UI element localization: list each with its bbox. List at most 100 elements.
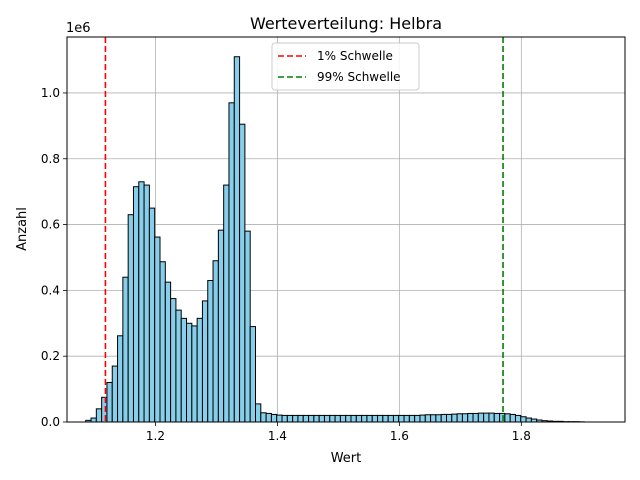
- histogram-bar: [191, 325, 198, 423]
- chart-title: Werteverteilung: Helbra: [250, 14, 442, 33]
- y-axis: 0.0 0.2 0.4 0.6 0.8 1.0: [41, 86, 67, 429]
- x-tick-label: 1.6: [390, 429, 409, 443]
- y-tick-label: 0.8: [41, 152, 60, 166]
- histogram-bar: [308, 414, 315, 423]
- histogram-bar: [117, 335, 124, 423]
- histogram-bar: [111, 365, 119, 423]
- histogram-bar: [318, 414, 325, 423]
- histogram-bar: [504, 413, 511, 423]
- histogram-bar: [244, 230, 251, 423]
- histogram-bar: [451, 413, 458, 423]
- histogram-bar: [408, 414, 416, 423]
- histogram-bar: [493, 412, 501, 423]
- histogram-bar: [127, 214, 134, 423]
- histogram-bar: [323, 414, 331, 423]
- x-axis-label: Wert: [331, 451, 362, 466]
- histogram-bar: [170, 298, 177, 423]
- histogram-bar: [514, 414, 522, 423]
- histogram-bar: [143, 184, 150, 423]
- legend-label: 99% Schwelle: [317, 70, 401, 84]
- histogram-bar: [483, 412, 490, 423]
- histogram-bar: [525, 417, 532, 423]
- histogram-bar: [286, 414, 294, 423]
- histogram-bar: [456, 413, 463, 423]
- histogram-bar: [398, 414, 405, 423]
- histogram-bar: [461, 413, 469, 423]
- histogram-bar: [212, 260, 219, 423]
- histogram-bar: [265, 412, 272, 423]
- x-tick-label: 1.2: [146, 429, 165, 443]
- histogram-bar: [276, 414, 283, 423]
- histogram-bar: [382, 414, 389, 423]
- histogram-bar: [403, 414, 410, 423]
- legend-label: 1% Schwelle: [317, 49, 393, 63]
- threshold-layer: [104, 37, 504, 422]
- histogram-bar: [440, 413, 448, 423]
- histogram-bar: [334, 414, 341, 423]
- histogram-bar: [159, 261, 166, 423]
- histogram-bar: [217, 229, 225, 423]
- histogram-bar: [424, 414, 432, 423]
- histogram-bar: [270, 413, 278, 423]
- bars-layer: [85, 56, 585, 423]
- histogram-bar: [419, 414, 426, 423]
- plot-frame: [66, 36, 626, 423]
- histogram-bar: [196, 317, 203, 423]
- histogram-bar: [297, 414, 304, 423]
- histogram-bar: [361, 414, 368, 423]
- histogram-bar: [472, 412, 479, 423]
- histogram-bar: [180, 317, 188, 423]
- histogram-bar: [292, 414, 299, 423]
- histogram-bar: [164, 281, 172, 423]
- histogram-bar: [313, 414, 320, 423]
- histogram-bar: [414, 414, 421, 423]
- y-tick-label: 1.0: [41, 86, 60, 100]
- histogram-bar: [201, 300, 209, 423]
- histogram-bar: [488, 412, 495, 423]
- histogram-bar: [148, 207, 156, 423]
- histogram-bar: [355, 414, 363, 423]
- histogram-bar: [223, 184, 230, 423]
- histogram-bar: [249, 326, 257, 423]
- histogram-bar: [350, 414, 357, 423]
- histogram-bar: [392, 414, 400, 423]
- histogram-bar: [138, 181, 145, 423]
- histogram-bar: [281, 414, 288, 423]
- histogram-bar: [207, 280, 214, 423]
- histogram-bar: [228, 102, 235, 423]
- x-tick-label: 1.4: [268, 429, 287, 443]
- histogram-bar: [186, 322, 193, 423]
- histogram-bar: [446, 413, 453, 423]
- histogram-bar: [435, 414, 442, 423]
- histogram-bar: [509, 413, 516, 423]
- histogram-bar: [477, 412, 485, 423]
- histogram-bar: [132, 186, 140, 423]
- x-tick-label: 1.8: [512, 429, 531, 443]
- y-axis-label: Anzahl: [15, 207, 30, 251]
- histogram-bar: [233, 56, 241, 423]
- histogram-bar: [339, 414, 347, 423]
- histogram-bar: [175, 309, 182, 423]
- histogram-bar: [239, 123, 246, 423]
- histogram-bar: [467, 412, 474, 423]
- histogram-bar: [520, 416, 527, 423]
- histogram-bar: [90, 417, 97, 423]
- histogram-bar: [154, 236, 161, 423]
- histogram-bar: [499, 412, 506, 423]
- histogram-bar: [329, 414, 336, 423]
- histogram-bar: [95, 408, 103, 423]
- histogram-bar: [371, 414, 379, 423]
- y-scale-label: 1e6: [66, 21, 91, 36]
- histogram-bar: [345, 414, 352, 423]
- histogram-bar: [260, 412, 267, 423]
- y-tick-label: 0.0: [41, 415, 60, 429]
- histogram-bar: [255, 403, 262, 423]
- histogram-bar: [387, 414, 394, 423]
- histogram-bar: [122, 276, 129, 423]
- histogram-bar: [430, 414, 437, 423]
- legend: 1% Schwelle 99% Schwelle: [271, 42, 420, 91]
- y-tick-label: 0.2: [41, 349, 60, 363]
- legend-box: [271, 42, 420, 91]
- y-tick-label: 0.6: [41, 218, 60, 232]
